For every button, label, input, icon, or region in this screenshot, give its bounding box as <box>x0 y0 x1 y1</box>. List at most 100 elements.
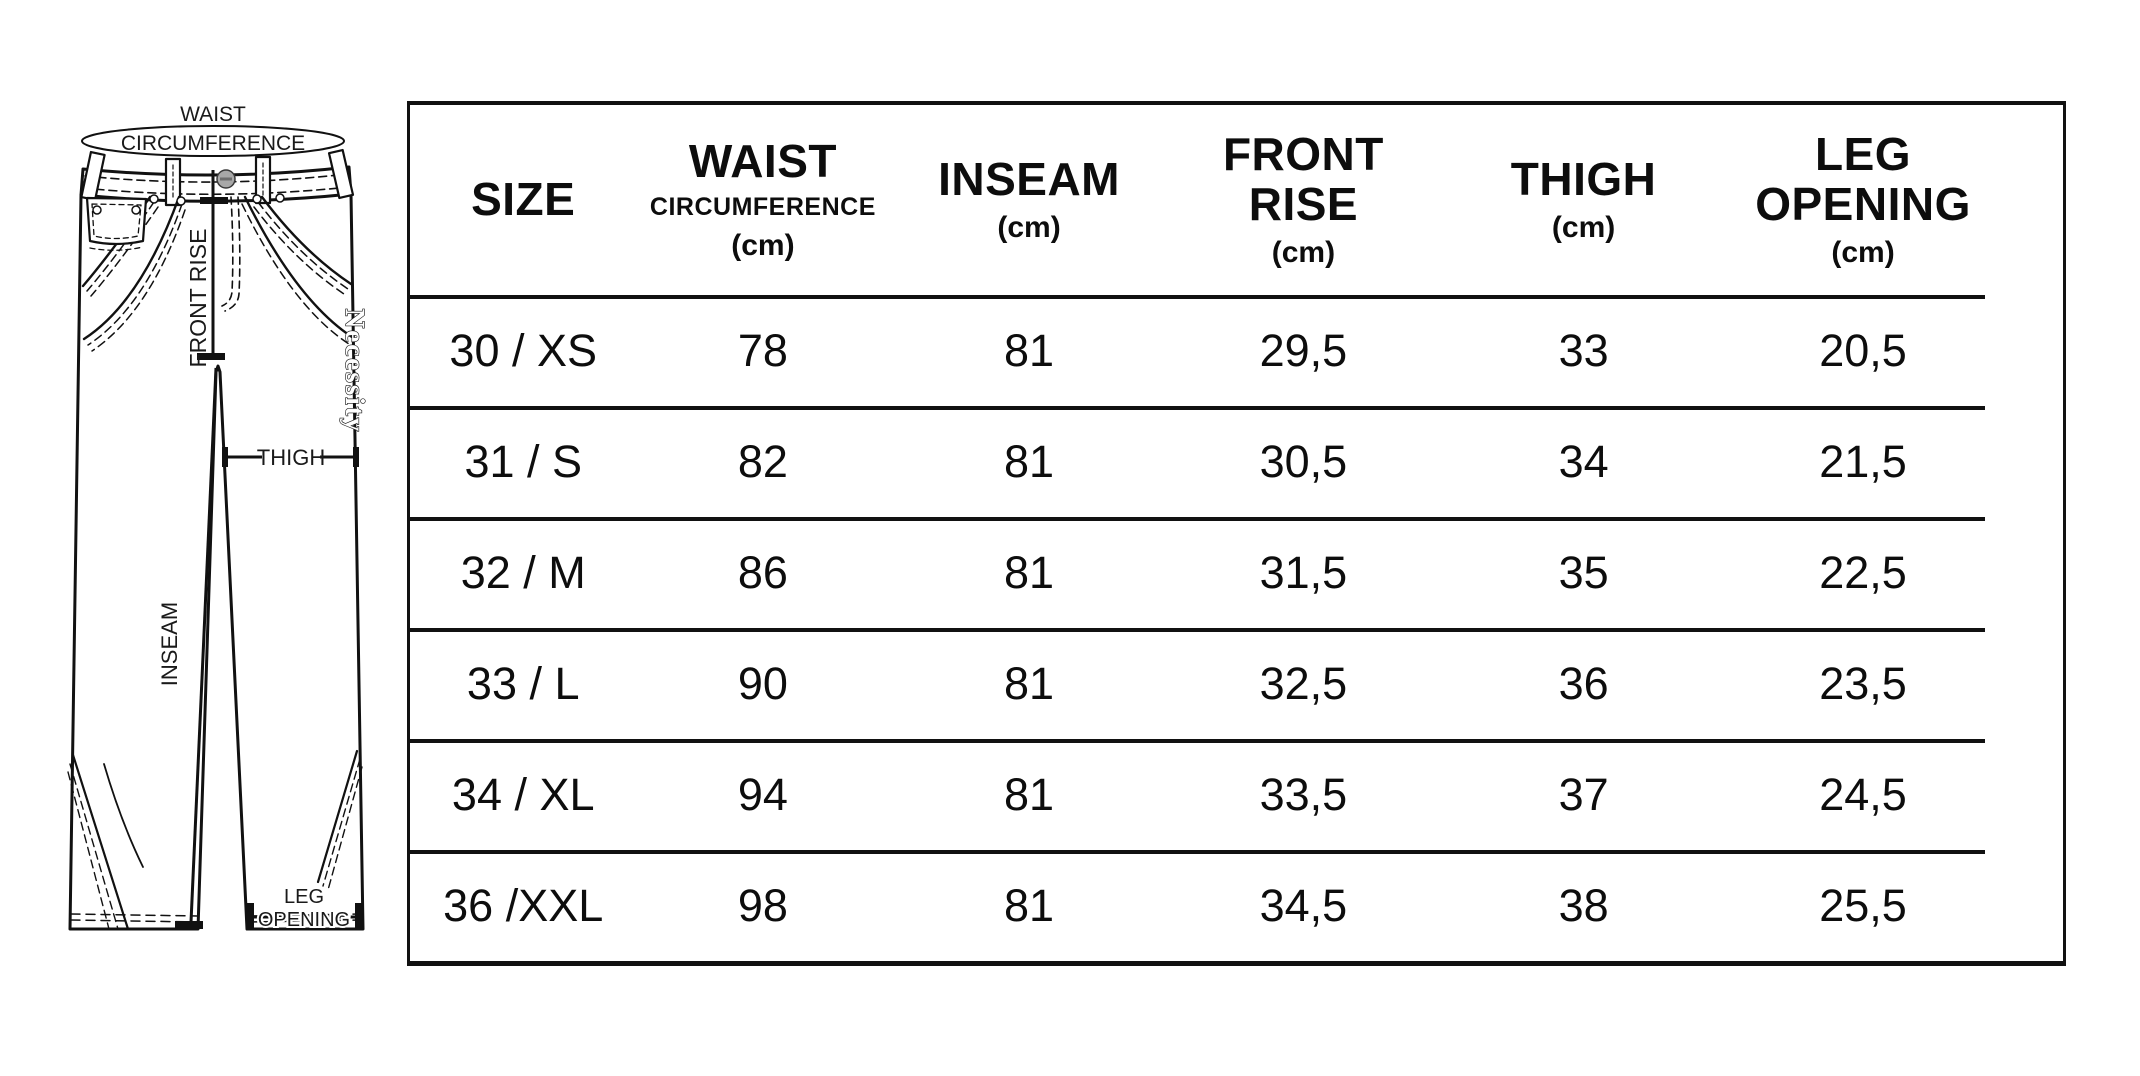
column-unit: (cm) <box>731 229 795 263</box>
column-unit: (cm) <box>1271 236 1336 270</box>
front-rise-bottom-bar <box>197 353 225 360</box>
column-header-front-rise: FRONT RISE (cm) <box>1169 105 1438 295</box>
value-cell-waist: 90 <box>737 657 788 709</box>
thigh-label: THIGH <box>257 445 325 470</box>
waistband <box>79 165 353 203</box>
value-cell-waist: 98 <box>737 879 788 931</box>
value-cell-front-rise: 34,5 <box>1259 879 1348 931</box>
waist-label-line1: WAIST <box>180 103 246 126</box>
left-leg-seam-stitch <box>67 763 119 930</box>
measurement-lines <box>175 170 362 930</box>
rivet-icon <box>176 196 186 206</box>
left-pocket-stitch <box>90 206 159 297</box>
value-cell-waist: 94 <box>737 768 788 820</box>
row-separator <box>410 295 1985 299</box>
value-cell-leg-opening: 21,5 <box>1819 435 1907 487</box>
table-row: 34 / XL 94 81 33,5 37 24,5 <box>410 739 2063 850</box>
table-header-row: SIZE WAIST CIRCUMFERENCE (cm) INSEAM (cm) FRON… <box>410 105 2063 295</box>
waistband-stitch-top <box>84 173 348 183</box>
row-separator <box>410 406 1985 410</box>
column-unit: (cm) <box>1551 211 1616 245</box>
size-table: SIZE WAIST CIRCUMFERENCE (cm) INSEAM (cm) FRON… <box>410 105 2063 961</box>
value-cell-inseam: 81 <box>1004 435 1055 487</box>
value-cell-front-rise: 29,5 <box>1259 324 1348 376</box>
table-row: 36 /XXL 98 81 34,5 38 25,5 <box>410 850 2063 961</box>
column-header-inseam: INSEAM (cm) <box>889 105 1168 295</box>
table-row: 30 / XS 78 81 29,5 33 20,5 <box>410 295 2063 406</box>
value-cell-thigh: 37 <box>1558 768 1609 820</box>
column-header-leg-opening: LEG OPENING (cm) <box>1729 105 2063 295</box>
column-unit: (cm) <box>997 211 1061 245</box>
fly-stitch <box>221 196 234 307</box>
row-separator <box>410 739 1985 743</box>
column-header-waist: WAIST CIRCUMFERENCE (cm) <box>636 105 889 295</box>
value-cell-thigh: 36 <box>1558 657 1609 709</box>
value-cell-inseam: 81 <box>1004 768 1055 820</box>
leg-opening-end-bar <box>355 903 362 930</box>
value-cell-inseam: 81 <box>1004 879 1055 931</box>
column-header-size: SIZE <box>410 105 636 295</box>
coin-pocket <box>85 196 148 246</box>
right-leg-seam <box>316 749 359 884</box>
front-rise-label: FRONT RISE <box>185 229 211 368</box>
left-pocket-stitch <box>86 201 155 292</box>
leg-opening-label-line2: OPENING <box>258 909 350 931</box>
value-cell-leg-opening: 25,5 <box>1819 879 1907 931</box>
value-cell-inseam: 81 <box>1004 657 1055 709</box>
size-cell: 32 / M <box>460 546 586 598</box>
right-pocket-opening <box>260 195 353 286</box>
right-pocket-facing-stitch <box>241 203 350 345</box>
value-cell-inseam: 81 <box>1004 324 1055 376</box>
column-title: WAIST <box>688 134 837 187</box>
right-pocket-stitch <box>253 206 345 295</box>
column-title: INSEAM <box>938 152 1120 205</box>
jeans-outline <box>68 192 365 931</box>
column-title: LEG <box>1815 127 1912 180</box>
value-cell-thigh: 35 <box>1558 546 1609 598</box>
value-cell-leg-opening: 22,5 <box>1819 546 1907 598</box>
size-cell: 30 / XS <box>449 324 598 376</box>
inseam-label: INSEAM <box>157 602 182 686</box>
value-cell-front-rise: 32,5 <box>1259 657 1348 709</box>
waistband-stitch-bottom <box>82 186 350 196</box>
value-cell-front-rise: 30,5 <box>1259 435 1348 487</box>
left-hem-stitch <box>70 913 198 923</box>
fly-stitch <box>224 196 241 312</box>
column-title: FRONT <box>1222 127 1384 180</box>
side-seam-lettering: Necessity <box>340 309 370 433</box>
table-row: 32 / M 86 81 31,5 35 22,5 <box>410 517 2063 628</box>
right-pocket-facing <box>243 195 354 339</box>
column-title: OPENING <box>1755 177 1971 230</box>
column-title: THIGH <box>1510 152 1657 205</box>
rivet-icon <box>149 194 159 204</box>
waist-ellipse <box>81 125 345 157</box>
value-cell-waist: 82 <box>737 435 788 487</box>
leg-opening-label-line1: LEG <box>284 886 324 908</box>
value-cell-thigh: 38 <box>1558 879 1609 931</box>
value-cell-leg-opening: 24,5 <box>1819 768 1907 820</box>
jeans-technical-drawing: WAIST CIRCUMFERENCE FRONT RISE INSEAM TH… <box>67 103 371 933</box>
row-separator <box>410 517 1985 521</box>
thigh-end-bar <box>353 447 359 467</box>
column-unit: (cm) <box>1831 236 1895 270</box>
left-pocket-facing-stitch <box>91 209 186 352</box>
left-pocket-facing <box>82 195 181 341</box>
thigh-end-bar <box>222 447 228 467</box>
column-title: RISE <box>1248 177 1359 230</box>
size-cell: 34 / XL <box>451 768 595 820</box>
inseam-line <box>189 367 218 923</box>
row-separator <box>410 850 1985 854</box>
rivet-icon <box>131 205 141 215</box>
value-cell-leg-opening: 23,5 <box>1819 657 1907 709</box>
value-cell-leg-opening: 20,5 <box>1819 324 1907 376</box>
size-cell: 33 / L <box>466 657 580 709</box>
right-pocket-stitch <box>257 201 349 290</box>
waist-label-line2: CIRCUMFERENCE <box>121 132 305 155</box>
value-cell-front-rise: 31,5 <box>1259 546 1348 598</box>
value-cell-thigh: 33 <box>1558 324 1609 376</box>
table-row: 31 / S 82 81 30,5 34 21,5 <box>410 406 2063 517</box>
coin-pocket-stitch <box>89 246 144 251</box>
value-cell-inseam: 81 <box>1004 546 1055 598</box>
left-leg-crease <box>103 763 144 868</box>
